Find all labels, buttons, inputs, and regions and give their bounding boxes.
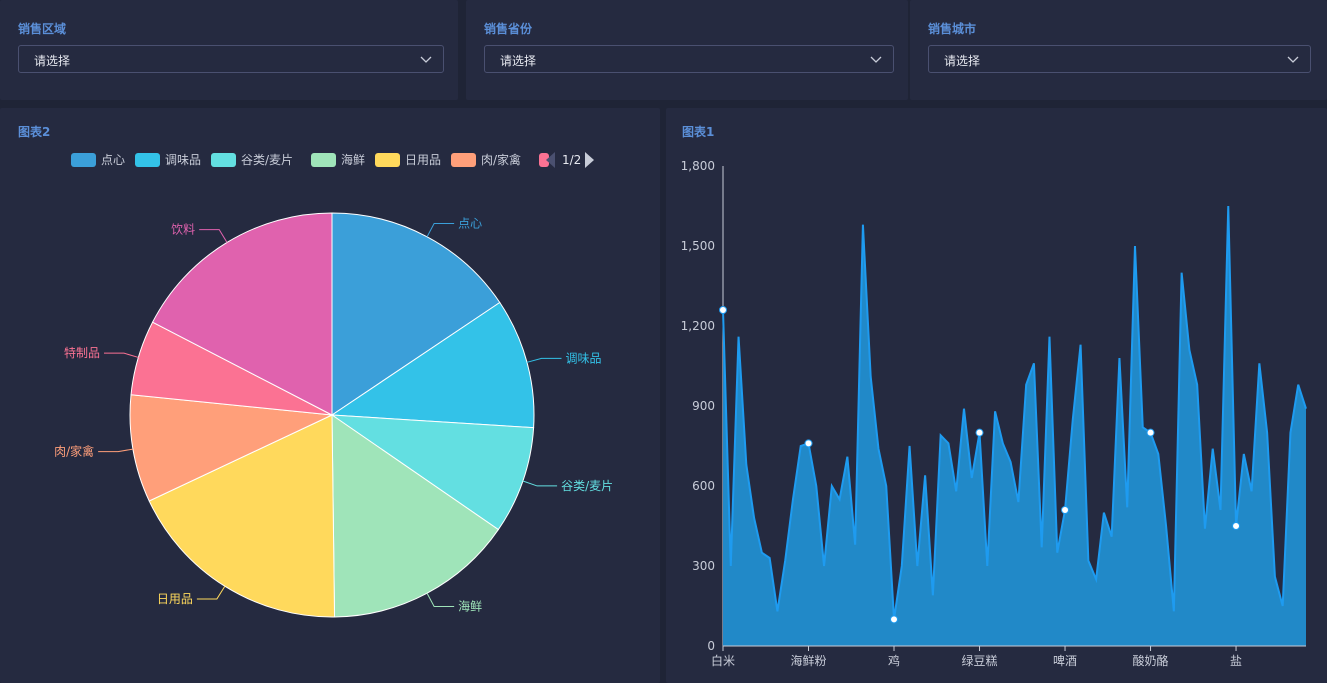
legend-swatch <box>135 153 160 167</box>
filter-label-province: 销售省份 <box>484 22 533 36</box>
pie-slice-item-4[interactable] <box>148 414 336 618</box>
legend-swatch <box>539 153 549 167</box>
legend-label: 调味品 <box>165 153 201 167</box>
province-select-value: 请选择 <box>500 54 537 68</box>
pie-label-line <box>522 480 558 487</box>
pie-label: 日用品 <box>157 592 193 606</box>
pie-label-line <box>98 448 133 453</box>
y-tick-label: 0 <box>707 639 715 653</box>
legend-label: 谷类/麦片 <box>241 153 293 167</box>
pie-label-line <box>426 592 455 607</box>
x-tick-label: 白米 <box>711 653 735 668</box>
area-chart: 0 300 600 900 1,200 1,500 1,800 白米 海鲜粉 鸡 绿豆糕 啤酒 酸奶酪 盐 <box>681 159 1307 668</box>
pie-legend: 点心 调味品 谷类/麦片 海鲜 日用品 肉/家禽 1/2 <box>71 152 594 168</box>
line-chart-panel: 图表1 0 300 600 900 1,200 1,500 1,800 白米 海鲜粉 鸡 绿豆糕 啤酒… <box>666 108 1327 683</box>
pie-slice-item-1[interactable] <box>330 301 535 429</box>
region-select[interactable]: 请选择 <box>18 45 444 73</box>
filter-label-region: 销售区域 <box>18 22 67 36</box>
data-point-marker[interactable] <box>1146 428 1155 437</box>
legend-item[interactable]: 点心 <box>71 153 125 167</box>
legend-swatch <box>211 153 236 167</box>
x-tick-label: 盐 <box>1230 654 1242 668</box>
pie-label-line <box>199 229 228 243</box>
province-select[interactable]: 请选择 <box>484 45 894 73</box>
chevron-down-icon <box>1287 56 1299 63</box>
legend-next-icon[interactable] <box>585 152 594 168</box>
area-fill <box>723 206 1306 646</box>
x-tick-label: 绿豆糕 <box>962 653 998 668</box>
chevron-down-icon <box>870 56 882 63</box>
legend-page-indicator: 1/2 <box>562 153 581 167</box>
chevron-down-icon <box>420 56 432 63</box>
legend-item[interactable]: 肉/家禽 <box>451 152 521 167</box>
legend-label: 海鲜 <box>341 152 365 167</box>
pie-slice-item-5[interactable] <box>129 394 334 502</box>
pie-label: 饮料 <box>171 223 195 237</box>
city-select[interactable]: 请选择 <box>928 45 1311 73</box>
legend-item[interactable]: 日用品 <box>375 153 441 167</box>
pie-chart: 点心 调味品 谷类/麦片 海鲜 日用品 肉/家禽 1/2点心调味品谷类/麦片海鲜日用品肉/家… <box>54 152 613 618</box>
pie-slice-item-0[interactable] <box>331 212 501 416</box>
data-point-marker[interactable] <box>1232 522 1241 530</box>
pie-slice-item-3[interactable] <box>331 414 500 618</box>
y-tick-label: 1,200 <box>681 319 715 333</box>
pie-label: 谷类/麦片 <box>561 479 613 493</box>
pie-label-line <box>104 352 139 358</box>
data-point-marker[interactable] <box>804 439 813 448</box>
pie-chart-title: 图表2 <box>18 125 51 139</box>
filter-panel-region: 销售区域 请选择 <box>0 0 458 100</box>
pie-label: 海鲜 <box>458 598 482 613</box>
x-tick-label: 啤酒 <box>1053 653 1077 668</box>
legend-item[interactable]: 谷类/麦片 <box>211 153 293 167</box>
y-tick-label: 300 <box>692 559 715 573</box>
data-point-marker[interactable] <box>975 428 984 437</box>
city-select-value: 请选择 <box>944 54 981 68</box>
legend-swatch <box>451 153 476 167</box>
pie-label-line <box>526 357 562 363</box>
line-series <box>722 205 1307 620</box>
legend-label: 点心 <box>101 153 125 167</box>
pie-chart-panel: 图表2 点心 调味品 谷类/麦片 海鲜 日用品 肉/家禽 1/2 点心 调味品 谷类/麦片 海鲜 日用… <box>0 108 660 683</box>
legend-swatch <box>71 153 96 167</box>
legend-item[interactable]: 调味品 <box>135 153 201 167</box>
region-select-value: 请选择 <box>34 54 71 68</box>
data-point-marker[interactable] <box>890 615 899 624</box>
pie-label: 点心 <box>458 217 482 231</box>
data-point-marker[interactable] <box>1061 506 1070 514</box>
pie-label: 特制品 <box>64 345 100 360</box>
x-tick-label: 鸡 <box>888 653 900 668</box>
x-tick-label: 海鲜粉 <box>790 653 826 668</box>
legend-swatch <box>311 153 336 167</box>
legend-prev-icon[interactable] <box>546 152 555 168</box>
pie-label: 肉/家禽 <box>54 444 94 459</box>
y-tick-label: 600 <box>692 479 715 493</box>
x-tick-label: 酸奶酪 <box>1133 653 1169 668</box>
legend-label: 日用品 <box>405 153 441 167</box>
pie-label-line <box>196 585 226 600</box>
legend-swatch <box>375 153 400 167</box>
line-chart-title: 图表1 <box>682 125 715 139</box>
legend-item[interactable] <box>539 153 549 167</box>
y-tick-label: 1,500 <box>681 239 715 253</box>
pie-slice-item-2[interactable] <box>330 414 535 531</box>
legend-label: 肉/家禽 <box>481 152 521 167</box>
pie-slice-item-7[interactable] <box>151 212 333 416</box>
pie-label: 调味品 <box>565 351 601 365</box>
y-tick-label: 900 <box>692 399 715 413</box>
filter-label-city: 销售城市 <box>928 22 977 36</box>
y-tick-label: 1,800 <box>681 159 715 173</box>
data-point-marker[interactable] <box>719 306 727 314</box>
filter-panel-province: 销售省份 请选择 <box>466 0 908 100</box>
filter-panel-city: 销售城市 请选择 <box>910 0 1327 100</box>
legend-item[interactable]: 海鲜 <box>311 152 365 167</box>
pie-label-line <box>426 223 455 238</box>
